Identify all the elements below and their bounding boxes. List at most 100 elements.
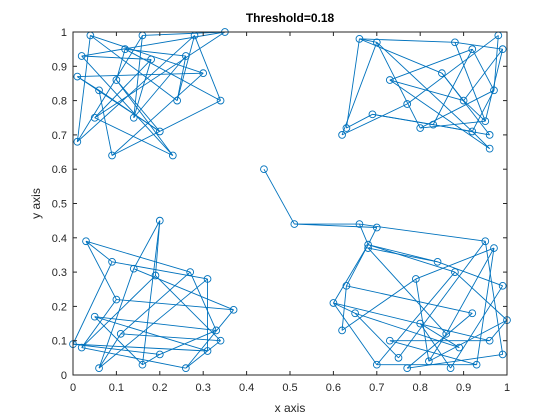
data-point-65 (329, 299, 338, 307)
data-point-72 (412, 275, 420, 283)
data-point-36 (199, 69, 208, 78)
edge-line-107 (398, 240, 486, 359)
edge-line-69 (77, 76, 100, 91)
data-point-9 (368, 110, 377, 119)
edge-line-7 (367, 244, 456, 273)
x-tick-label: 0 (70, 382, 76, 394)
edge-line-6 (346, 244, 369, 287)
edge-line-115 (407, 353, 503, 369)
data-point-29 (121, 45, 129, 54)
data-point-54 (216, 336, 225, 345)
edge-line-112 (476, 248, 495, 365)
edge-line-125 (354, 312, 460, 348)
edge-line-127 (415, 278, 430, 362)
edge-line-101 (333, 302, 378, 365)
edge-line-97 (72, 343, 208, 352)
edge-line-34 (419, 89, 495, 129)
edge-line-116 (389, 340, 477, 366)
edge-line-95 (94, 316, 217, 331)
x-axis-label: x axis (275, 401, 306, 415)
edge-line-52 (77, 72, 204, 78)
data-point-39 (95, 86, 103, 95)
data-point-6 (338, 131, 346, 139)
data-point-0 (260, 165, 268, 174)
edge-line-110 (454, 271, 508, 321)
data-point-75 (481, 237, 490, 246)
x-tick-label: 0.6 (326, 382, 341, 394)
edge-line-30 (471, 90, 495, 132)
edge-line-122 (367, 247, 447, 335)
edge-line-50 (176, 55, 187, 101)
data-point-18 (485, 144, 494, 153)
edge-line-86 (94, 316, 143, 366)
data-point-28 (108, 151, 116, 160)
edge-line-40 (76, 35, 91, 142)
data-point-11 (403, 100, 412, 108)
y-tick-label: 0.9 (52, 61, 67, 73)
edge-line-35 (484, 49, 504, 122)
edge-line-88 (72, 261, 113, 345)
edge-line-67 (116, 79, 161, 132)
data-point-2 (355, 220, 364, 228)
edge-line-84 (72, 343, 160, 355)
data-point-60 (77, 343, 86, 352)
data-point-82 (425, 357, 433, 366)
data-point-24 (468, 127, 477, 136)
edge-line-32 (359, 38, 443, 74)
edge-line-81 (120, 333, 221, 342)
edge-line-66 (94, 59, 152, 119)
data-point-35 (181, 52, 190, 60)
edge-line-43 (90, 35, 178, 101)
edge-line-44 (111, 72, 204, 156)
data-point-70 (372, 360, 381, 369)
edge-line-75 (133, 268, 234, 311)
edge-line-106 (376, 271, 456, 366)
y-tick-label: 1 (61, 27, 67, 39)
data-point-73 (433, 257, 442, 266)
data-point-53 (212, 326, 221, 335)
edge-line-62 (90, 35, 204, 74)
data-point-64 (112, 295, 121, 304)
edge-line-19 (389, 79, 490, 149)
y-tick-label: 0.2 (52, 301, 67, 313)
x-tick-label: 0.8 (413, 382, 428, 394)
edge-line-102 (341, 285, 347, 331)
edge-line-49 (116, 79, 174, 156)
data-point-10 (385, 76, 394, 84)
data-point-14 (451, 38, 459, 47)
data-point-5 (342, 124, 351, 132)
edge-line-105 (368, 247, 438, 263)
data-point-67 (351, 309, 359, 318)
data-point-13 (429, 120, 438, 129)
edge-line-29 (463, 48, 504, 101)
data-point-79 (498, 350, 507, 359)
data-point-20 (498, 45, 507, 54)
edge-line-117 (419, 323, 451, 369)
edge-line-93 (81, 275, 156, 348)
edge-line-71 (85, 240, 191, 273)
edge-line-99 (185, 340, 221, 369)
data-point-8 (372, 38, 381, 47)
data-point-63 (138, 360, 147, 369)
edge-line-16 (376, 42, 421, 129)
edge-line-13 (341, 42, 378, 136)
data-point-77 (498, 281, 507, 290)
edge-line-46 (142, 31, 225, 36)
edge-line-80 (159, 329, 217, 355)
edge-line-79 (185, 309, 234, 369)
data-point-58 (116, 329, 125, 338)
edge-line-0 (263, 168, 295, 225)
edge-line-124 (333, 302, 490, 342)
data-point-31 (147, 55, 155, 64)
edge-line-72 (133, 220, 161, 269)
edge-line-103 (354, 312, 399, 359)
data-point-57 (155, 350, 164, 359)
data-point-15 (468, 45, 477, 54)
data-point-74 (451, 268, 459, 276)
data-point-62 (95, 364, 103, 372)
data-point-32 (155, 127, 164, 136)
x-tick-label: 0.3 (196, 382, 211, 394)
data-point-44 (90, 113, 99, 122)
